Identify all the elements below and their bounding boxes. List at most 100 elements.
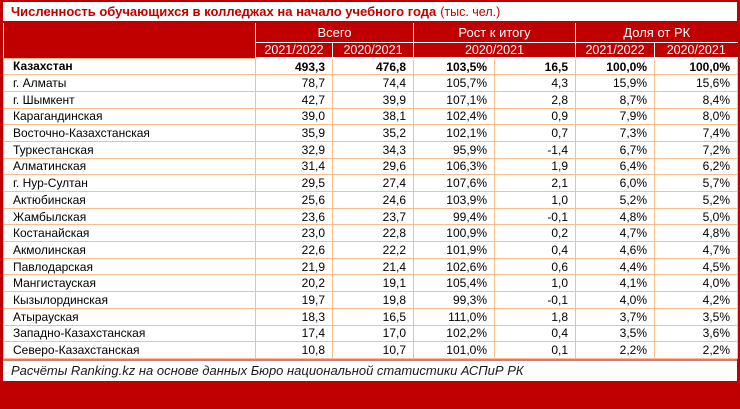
total-prev-cell: 22,2	[332, 241, 414, 259]
table-row: Северо-Казахстанская 10,8 10,7 101,0% 0,…	[3, 341, 739, 359]
table-header: Всего Рост к итогу Доля от РК 2021/2022 …	[3, 23, 738, 59]
region-name-cell: г. Алматы	[3, 74, 256, 92]
total-prev-cell: 17,0	[332, 324, 414, 343]
header-year-total-cur: 2021/2022	[255, 41, 333, 59]
share-cur-cell: 5,2%	[575, 191, 655, 209]
total-cur-cell: 10,8	[255, 341, 333, 359]
growth-pct-cell: 102,4%	[413, 107, 495, 126]
total-prev-cell: 22,8	[332, 224, 414, 243]
share-cur-cell: 4,1%	[575, 274, 655, 293]
share-prev-cell: 4,0%	[653, 274, 739, 293]
total-prev-cell: 10,7	[332, 341, 414, 359]
growth-pct-cell: 105,7%	[413, 74, 495, 92]
share-cur-cell: 7,9%	[575, 107, 655, 126]
growth-abs-cell: 16,5	[494, 57, 576, 76]
growth-abs-cell: -1,4	[494, 140, 576, 159]
table-row: Карагандинская 39,0 38,1 102,4% 0,9 7,9%…	[3, 107, 739, 126]
header-year-share-prev: 2020/2021	[653, 41, 738, 59]
total-cur-cell: 493,3	[255, 57, 333, 76]
header-group-growth: Рост к итогу	[413, 23, 576, 42]
header-region-corner	[3, 23, 256, 58]
region-name-cell: Туркестанская	[3, 140, 256, 159]
share-cur-cell: 6,0%	[575, 174, 655, 192]
total-cur-cell: 23,6	[255, 207, 333, 226]
share-prev-cell: 4,8%	[653, 224, 739, 243]
header-year-growth: 2020/2021	[413, 41, 576, 59]
growth-pct-cell: 103,9%	[413, 191, 495, 209]
report-title-bar: Численность обучающихся в колледжах на н…	[3, 2, 737, 21]
total-prev-cell: 35,2	[332, 124, 414, 142]
table-row: г. Шымкент 42,7 39,9 107,1% 2,8 8,7% 8,4…	[3, 90, 739, 109]
growth-pct-cell: 102,6%	[413, 257, 495, 276]
share-cur-cell: 4,6%	[575, 241, 655, 259]
region-name-cell: Мангистауская	[3, 274, 256, 293]
region-name-cell: Казахстан	[3, 57, 256, 76]
total-prev-cell: 23,7	[332, 207, 414, 226]
share-prev-cell: 7,4%	[653, 124, 739, 142]
share-prev-cell: 4,5%	[653, 257, 739, 276]
region-name-cell: Алматинская	[3, 157, 256, 176]
total-prev-cell: 34,3	[332, 140, 414, 159]
header-group-share: Доля от РК	[574, 23, 738, 42]
header-year-total-prev: 2020/2021	[332, 41, 414, 59]
growth-abs-cell: -0,1	[494, 207, 576, 226]
region-name-cell: Жамбылская	[3, 207, 256, 226]
total-prev-cell: 29,6	[332, 157, 414, 176]
growth-pct-cell: 107,1%	[413, 90, 495, 109]
table-row: Кызылординская 19,7 19,8 99,3% -0,1 4,0%…	[3, 291, 739, 309]
table-body: Казахстан 493,3 476,8 103,5% 16,5 100,0%…	[3, 57, 739, 359]
table-row: Туркестанская 32,9 34,3 95,9% -1,4 6,7% …	[3, 140, 739, 159]
total-cur-cell: 25,6	[255, 191, 333, 209]
total-cur-cell: 18,3	[255, 307, 333, 326]
growth-abs-cell: 0,1	[494, 341, 576, 359]
share-cur-cell: 3,5%	[575, 324, 655, 343]
growth-pct-cell: 105,4%	[413, 274, 495, 293]
growth-pct-cell: 99,3%	[413, 291, 495, 309]
share-prev-cell: 5,2%	[653, 191, 739, 209]
share-prev-cell: 3,6%	[653, 324, 739, 343]
region-name-cell: Карагандинская	[3, 107, 256, 126]
share-cur-cell: 4,4%	[575, 257, 655, 276]
total-prev-cell: 476,8	[332, 57, 414, 76]
total-prev-cell: 39,9	[332, 90, 414, 109]
growth-abs-cell: 1,8	[494, 307, 576, 326]
total-cur-cell: 23,0	[255, 224, 333, 243]
share-prev-cell: 5,0%	[653, 207, 739, 226]
share-prev-cell: 7,2%	[653, 140, 739, 159]
table-row: Мангистауская 20,2 19,1 105,4% 1,0 4,1% …	[3, 274, 739, 293]
growth-pct-cell: 99,4%	[413, 207, 495, 226]
table-row: Западно-Казахстанская 17,4 17,0 102,2% 0…	[3, 324, 739, 343]
total-cur-cell: 35,9	[255, 124, 333, 142]
share-cur-cell: 100,0%	[575, 57, 655, 76]
growth-abs-cell: 1,0	[494, 274, 576, 293]
growth-pct-cell: 103,5%	[413, 57, 495, 76]
region-name-cell: Атырауская	[3, 307, 256, 326]
table-row: Восточно-Казахстанская 35,9 35,2 102,1% …	[3, 124, 739, 142]
share-prev-cell: 6,2%	[653, 157, 739, 176]
regions-table: Всего Рост к итогу Доля от РК 2021/2022 …	[3, 23, 739, 359]
region-name-cell: Акмолинская	[3, 241, 256, 259]
growth-abs-cell: 0,6	[494, 257, 576, 276]
growth-pct-cell: 111,0%	[413, 307, 495, 326]
growth-abs-cell: 0,9	[494, 107, 576, 126]
region-name-cell: Павлодарская	[3, 257, 256, 276]
region-name-cell: Северо-Казахстанская	[3, 341, 256, 359]
total-cur-cell: 42,7	[255, 90, 333, 109]
total-cur-cell: 29,5	[255, 174, 333, 192]
total-cur-cell: 21,9	[255, 257, 333, 276]
share-prev-cell: 8,0%	[653, 107, 739, 126]
share-cur-cell: 7,3%	[575, 124, 655, 142]
total-prev-cell: 74,4	[332, 74, 414, 92]
total-cur-cell: 22,6	[255, 241, 333, 259]
growth-abs-cell: 1,0	[494, 191, 576, 209]
growth-pct-cell: 107,6%	[413, 174, 495, 192]
region-name-cell: Актюбинская	[3, 191, 256, 209]
growth-pct-cell: 101,0%	[413, 341, 495, 359]
region-name-cell: г. Нур-Султан	[3, 174, 256, 192]
share-cur-cell: 15,9%	[575, 74, 655, 92]
growth-pct-cell: 101,9%	[413, 241, 495, 259]
total-prev-cell: 19,8	[332, 291, 414, 309]
region-name-cell: Восточно-Казахстанская	[3, 124, 256, 142]
total-cur-cell: 20,2	[255, 274, 333, 293]
